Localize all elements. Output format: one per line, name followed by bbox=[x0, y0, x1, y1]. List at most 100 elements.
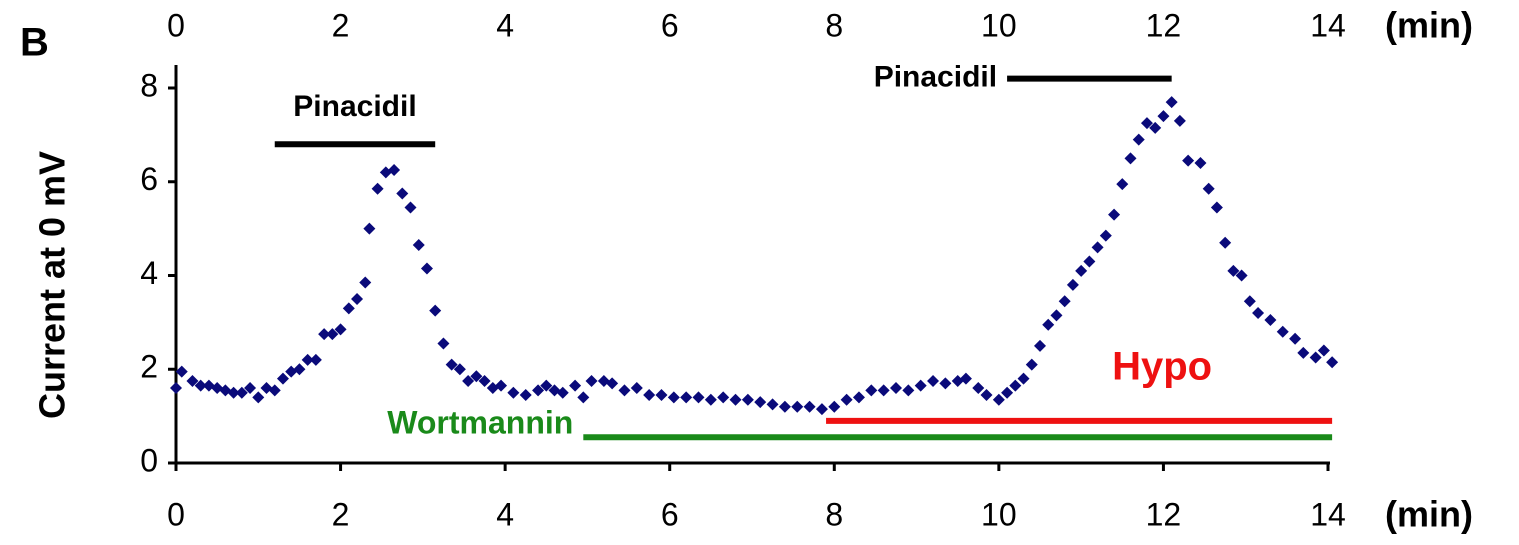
x-tick-label: 4 bbox=[496, 496, 514, 532]
data-point bbox=[276, 372, 289, 385]
data-point bbox=[437, 337, 450, 350]
data-point bbox=[1149, 121, 1162, 134]
x-tick-label: 12 bbox=[1146, 496, 1182, 532]
x-tick-label: 8 bbox=[825, 496, 843, 532]
data-point bbox=[363, 222, 376, 235]
data-point bbox=[791, 400, 804, 413]
y-tick-label: 2 bbox=[140, 349, 158, 385]
data-point bbox=[1124, 152, 1137, 165]
data-point bbox=[692, 391, 705, 404]
data-point bbox=[1157, 110, 1170, 123]
data-point bbox=[618, 384, 631, 397]
x-tick-label-top: 8 bbox=[825, 7, 843, 43]
data-point bbox=[1243, 295, 1256, 308]
y-tick-label: 0 bbox=[140, 442, 158, 478]
data-point bbox=[252, 391, 265, 404]
data-point bbox=[478, 374, 491, 387]
data-point bbox=[890, 382, 902, 394]
x-tick-label: 6 bbox=[661, 496, 679, 532]
data-point bbox=[1116, 178, 1129, 191]
x-tick-label-top: 14 bbox=[1310, 7, 1346, 43]
data-point bbox=[1276, 325, 1289, 338]
x-axis-label-top: (min) bbox=[1385, 5, 1473, 46]
data-point bbox=[1165, 96, 1178, 109]
annotation-label: Pinacidil bbox=[874, 61, 997, 94]
data-point bbox=[342, 302, 355, 315]
data-point bbox=[453, 363, 466, 376]
data-point bbox=[927, 374, 940, 387]
data-point bbox=[404, 201, 417, 214]
x-tick-label-top: 4 bbox=[496, 7, 514, 43]
data-point bbox=[293, 363, 306, 376]
data-point bbox=[1173, 114, 1186, 127]
data-point bbox=[815, 403, 828, 416]
x-axis-label: (min) bbox=[1385, 494, 1473, 535]
data-point bbox=[902, 384, 915, 397]
data-point bbox=[1210, 201, 1223, 214]
panel-label: B bbox=[20, 21, 49, 65]
x-tick-label-top: 10 bbox=[981, 7, 1017, 43]
data-point bbox=[532, 384, 545, 397]
x-tick-label-top: 0 bbox=[167, 7, 185, 43]
data-point bbox=[1066, 278, 1079, 291]
data-point bbox=[959, 372, 972, 385]
data-point bbox=[606, 377, 619, 390]
data-point bbox=[540, 379, 553, 392]
data-point bbox=[1317, 344, 1330, 357]
data-point bbox=[1050, 309, 1063, 322]
data-point bbox=[1289, 332, 1302, 345]
data-point bbox=[1219, 236, 1232, 249]
data-point bbox=[1227, 264, 1240, 277]
data-point bbox=[980, 389, 993, 402]
data-point bbox=[194, 379, 207, 392]
y-axis-label: Current at 0 mV bbox=[32, 151, 73, 419]
data-point bbox=[1083, 255, 1096, 268]
data-point bbox=[334, 323, 347, 336]
x-tick-label: 10 bbox=[981, 496, 1017, 532]
data-point bbox=[318, 328, 331, 341]
y-tick-label: 6 bbox=[140, 161, 158, 197]
data-point bbox=[351, 292, 364, 305]
data-point bbox=[359, 276, 372, 289]
annotation-label: Wortmannin bbox=[387, 405, 573, 441]
data-point bbox=[268, 384, 281, 397]
data-point bbox=[396, 187, 409, 200]
data-point bbox=[840, 393, 853, 406]
data-point bbox=[643, 389, 656, 402]
data-point bbox=[326, 328, 339, 341]
data-point bbox=[429, 304, 442, 317]
data-point bbox=[1091, 241, 1104, 254]
data-point bbox=[1202, 182, 1215, 195]
x-tick-label: 14 bbox=[1310, 496, 1346, 532]
data-point bbox=[1182, 154, 1195, 167]
data-point bbox=[1252, 307, 1265, 319]
data-point bbox=[877, 384, 890, 397]
data-point bbox=[420, 262, 433, 275]
data-point bbox=[244, 382, 257, 394]
data-point bbox=[1108, 208, 1121, 221]
data-point bbox=[495, 379, 508, 392]
data-point bbox=[301, 353, 314, 366]
data-point bbox=[741, 393, 754, 406]
data-point bbox=[1075, 264, 1088, 277]
data-point bbox=[1025, 358, 1038, 371]
data-point bbox=[778, 400, 791, 413]
y-tick-label: 4 bbox=[140, 255, 158, 291]
data-point bbox=[865, 384, 878, 397]
data-point bbox=[852, 391, 865, 404]
data-point bbox=[972, 382, 985, 394]
x-tick-label-top: 2 bbox=[332, 7, 350, 43]
data-point bbox=[1235, 269, 1248, 282]
data-point bbox=[1309, 351, 1322, 364]
data-point bbox=[175, 365, 188, 378]
data-point bbox=[462, 374, 475, 387]
data-point bbox=[729, 393, 742, 406]
data-point bbox=[585, 374, 598, 387]
data-point bbox=[1017, 372, 1030, 385]
data-point bbox=[1099, 229, 1112, 242]
data-point bbox=[507, 386, 520, 399]
data-point bbox=[1009, 379, 1022, 392]
data-point bbox=[1264, 314, 1277, 327]
